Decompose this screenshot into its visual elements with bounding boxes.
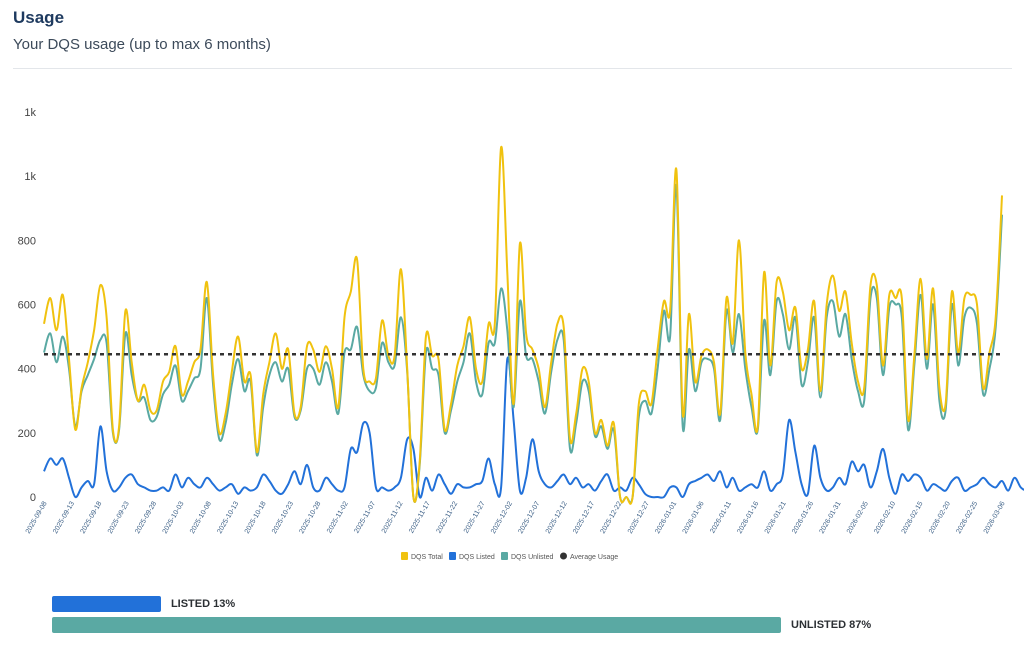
x-tick-label: 2025-10-28 bbox=[298, 500, 322, 535]
x-tick-label: 2025-09-08 bbox=[25, 500, 49, 535]
legend-swatch bbox=[449, 552, 456, 560]
x-tick-label: 2025-12-17 bbox=[572, 500, 596, 535]
x-tick-label: 2025-11-02 bbox=[326, 500, 350, 534]
x-tick-label: 2025-11-27 bbox=[463, 500, 487, 534]
x-tick-label: 2026-01-26 bbox=[791, 500, 815, 535]
x-tick-label: 2025-10-13 bbox=[216, 500, 240, 535]
x-tick-label: 2026-01-31 bbox=[819, 500, 843, 535]
x-tick-label: 2025-12-02 bbox=[490, 500, 514, 535]
legend-label: DQS Listed bbox=[459, 554, 495, 561]
y-tick-label: 200 bbox=[18, 428, 36, 440]
x-tick-label: 2025-09-13 bbox=[52, 500, 76, 535]
page-title: Usage bbox=[13, 8, 65, 27]
y-tick-label: 800 bbox=[18, 235, 36, 247]
x-tick-label: 2025-10-23 bbox=[271, 500, 295, 535]
x-tick-label: 2026-02-05 bbox=[846, 500, 870, 535]
header-divider bbox=[13, 68, 1012, 69]
legend-dqs-listed: DQS Listed bbox=[449, 552, 495, 561]
legend-swatch bbox=[501, 552, 508, 560]
unlisted-label: UNLISTED 87% bbox=[791, 619, 872, 631]
x-tick-label: 2025-09-28 bbox=[134, 500, 158, 535]
x-tick-label: 2025-10-18 bbox=[244, 500, 268, 535]
legend-average-usage: Average Usage bbox=[560, 552, 618, 561]
legend-dqs-total: DQS Total bbox=[401, 552, 443, 561]
x-tick-label: 2025-11-07 bbox=[353, 500, 377, 534]
y-tick-label: 0 bbox=[30, 492, 36, 504]
x-tick-label: 2025-09-18 bbox=[80, 500, 104, 535]
x-tick-label: 2026-02-10 bbox=[873, 500, 897, 535]
x-tick-label: 2025-12-27 bbox=[627, 500, 651, 535]
x-tick-label: 2025-11-12 bbox=[381, 500, 405, 534]
legend-swatch bbox=[401, 552, 408, 560]
y-tick-label: 600 bbox=[18, 300, 36, 312]
total-series-line bbox=[43, 146, 1003, 505]
legend-label: Average Usage bbox=[570, 554, 618, 561]
listed-series-line bbox=[43, 356, 1024, 499]
x-tick-label: 2026-01-06 bbox=[682, 500, 706, 535]
legend-swatch bbox=[560, 552, 567, 560]
x-tick-label: 2026-01-16 bbox=[736, 500, 760, 535]
legend-dqs-unlisted: DQS Unlisted bbox=[501, 552, 554, 561]
x-tick-label: 2025-10-08 bbox=[189, 500, 213, 535]
x-tick-label: 2025-12-22 bbox=[600, 500, 624, 535]
x-tick-label: 2025-09-23 bbox=[107, 500, 131, 535]
x-tick-label: 2025-10-03 bbox=[162, 500, 186, 535]
unlisted-bar bbox=[52, 617, 782, 633]
x-tick-label: 2026-02-15 bbox=[901, 500, 925, 535]
listed-label: LISTED 13% bbox=[170, 598, 236, 610]
x-tick-label: 2026-01-01 bbox=[654, 500, 678, 535]
page-subtitle: Your DQS usage (up to max 6 months) bbox=[13, 36, 271, 53]
legend-label: DQS Unlisted bbox=[511, 554, 554, 561]
x-tick-label: 2025-11-22 bbox=[436, 500, 460, 534]
x-tick-label: 2025-12-07 bbox=[517, 500, 541, 535]
y-tick-label: 1k bbox=[24, 107, 36, 119]
x-tick-label: 2026-03-06 bbox=[983, 500, 1007, 535]
unlisted-series-line bbox=[43, 183, 1003, 504]
legend-label: DQS Total bbox=[411, 554, 443, 561]
x-tick-label: 2025-11-17 bbox=[408, 500, 432, 534]
x-tick-label: 2026-01-11 bbox=[709, 500, 733, 534]
x-tick-label: 2026-01-21 bbox=[764, 500, 788, 535]
x-tick-label: 2025-12-12 bbox=[545, 500, 569, 535]
x-tick-label: 2026-02-20 bbox=[928, 500, 952, 535]
unlisted-bar-row: UNLISTED 87% bbox=[52, 617, 1012, 633]
x-tick-label: 2026-02-25 bbox=[955, 500, 979, 535]
y-tick-label: 1k bbox=[24, 171, 36, 183]
listed-bar bbox=[52, 596, 161, 612]
y-tick-label: 400 bbox=[18, 364, 36, 376]
listed-bar-row: LISTED 13% bbox=[52, 596, 1012, 612]
